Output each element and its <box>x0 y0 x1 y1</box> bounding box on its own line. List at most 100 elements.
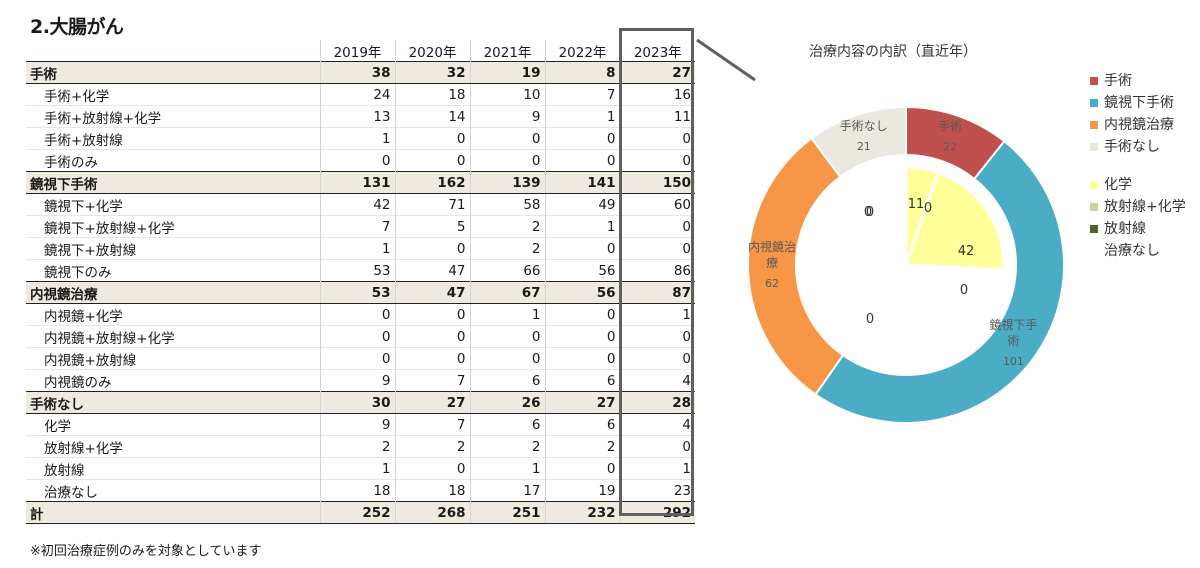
legend-swatch <box>1090 225 1098 233</box>
table-cell: 0 <box>469 127 545 150</box>
table-cell: 0 <box>544 303 620 326</box>
table-cell: 56 <box>544 281 620 304</box>
legend-swatch <box>1090 143 1098 151</box>
table-cell: 6 <box>469 369 545 392</box>
outer-slice <box>814 139 1065 424</box>
table-cell: 6 <box>544 413 620 436</box>
table-cell: 26 <box>469 391 545 414</box>
table-cell: 2 <box>469 237 545 260</box>
table-cell: 0 <box>394 237 470 260</box>
table-cell: 0 <box>544 149 620 172</box>
table-row: 放射線 1 0 1 0 1 <box>26 457 695 480</box>
table-cell: 47 <box>394 281 470 304</box>
table-cell: 2 <box>544 435 620 458</box>
legend-item: 放射線+化学 <box>1090 196 1186 218</box>
table-cell: 53 <box>319 259 395 282</box>
year-header: 2022年 <box>544 40 620 62</box>
row-label: 化学 <box>26 413 320 436</box>
table-cell: 232 <box>544 501 620 524</box>
legend-item: 化学 <box>1090 174 1186 196</box>
inner-value-label: 0 <box>866 312 874 327</box>
table-cell: 268 <box>394 501 470 524</box>
legend-swatch <box>1090 77 1098 85</box>
table-row: 手術のみ 0 0 0 0 0 <box>26 149 695 172</box>
table-row: 内視鏡のみ 9 7 6 6 4 <box>26 369 695 392</box>
table-cell: 0 <box>394 127 470 150</box>
row-label: 内視鏡治療 <box>26 281 320 304</box>
row-label: 放射線 <box>26 457 320 480</box>
table-group-row: 内視鏡治療 53 47 67 56 87 <box>26 281 695 304</box>
slice-name-label: 鏡視下手 <box>989 317 1037 332</box>
row-label: 手術なし <box>26 391 320 414</box>
table-cell: 9 <box>319 413 395 436</box>
legend-swatch <box>1090 99 1098 107</box>
legend-item: 手術なし <box>1090 136 1186 158</box>
footnote: ※初回治療症例のみを対象としています <box>30 544 262 559</box>
table-cell: 6 <box>469 413 545 436</box>
table-cell: 7 <box>544 83 620 106</box>
table-cell: 24 <box>319 83 395 106</box>
inner-value-label: 11 <box>908 197 925 212</box>
table-cell: 9 <box>319 369 395 392</box>
outer-slice <box>810 105 907 179</box>
year-header: 2019年 <box>319 40 395 62</box>
table-cell: 150 <box>619 171 695 194</box>
legend-swatch <box>1090 121 1098 129</box>
treatment-table: 2019年 2020年 2021年 2022年 2023年 手術 38 32 19 8 2… <box>26 40 695 524</box>
legend-item: 内視鏡治療 <box>1090 114 1186 136</box>
table-cell: 2 <box>394 435 470 458</box>
row-label: 手術のみ <box>26 149 320 172</box>
table-cell: 0 <box>319 303 395 326</box>
table-cell: 47 <box>394 259 470 282</box>
table-cell: 0 <box>319 347 395 370</box>
slice-name-label: 手術 <box>938 119 962 133</box>
table-cell: 0 <box>394 303 470 326</box>
table-cell: 0 <box>319 149 395 172</box>
table-row: 鏡視下+放射線 1 0 2 0 0 <box>26 237 695 260</box>
table-cell: 17 <box>469 479 545 502</box>
legend-item: 鏡視下手術 <box>1090 92 1186 114</box>
table-row: 治療なし 18 18 17 19 23 <box>26 479 695 502</box>
table-cell: 0 <box>394 347 470 370</box>
chart-title: 治療内容の内訳（直近年） <box>809 43 977 60</box>
table-cell: 1 <box>469 303 545 326</box>
inner-value-label: 0 <box>924 201 932 216</box>
legend-swatch <box>1090 181 1098 189</box>
table-row: 手術+放射線 1 0 0 0 0 <box>26 127 695 150</box>
callout-line <box>696 38 756 82</box>
year-header: 2021年 <box>469 40 545 62</box>
table-cell: 11 <box>619 105 695 128</box>
table-cell: 0 <box>394 457 470 480</box>
table-cell: 0 <box>544 347 620 370</box>
table-cell: 58 <box>469 193 545 216</box>
table-cell: 0 <box>469 347 545 370</box>
row-label: 内視鏡+放射線 <box>26 347 320 370</box>
table-row: 放射線+化学 2 2 2 2 0 <box>26 435 695 458</box>
row-label: 鏡視下+放射線+化学 <box>26 215 320 238</box>
table-cell: 6 <box>544 369 620 392</box>
row-label: 鏡視下+化学 <box>26 193 320 216</box>
slice-name-label: 術 <box>1007 334 1019 348</box>
table-header-row: 2019年 2020年 2021年 2022年 2023年 <box>26 40 695 62</box>
row-label: 鏡視下+放射線 <box>26 237 320 260</box>
table-cell: 18 <box>394 83 470 106</box>
table-cell: 28 <box>619 391 695 414</box>
legend-label: 放射線+化学 <box>1104 199 1186 215</box>
row-label: 手術+化学 <box>26 83 320 106</box>
table-cell: 141 <box>544 171 620 194</box>
table-row: 化学 9 7 6 6 4 <box>26 413 695 436</box>
table-cell: 1 <box>319 127 395 150</box>
table-cell: 2 <box>319 435 395 458</box>
page-title: 2.大腸がん <box>30 16 124 38</box>
row-label: 内視鏡+放射線+化学 <box>26 325 320 348</box>
table-cell: 7 <box>394 413 470 436</box>
table-cell: 42 <box>319 193 395 216</box>
table-cell: 9 <box>469 105 545 128</box>
table-cell: 56 <box>544 259 620 282</box>
chart-legend: 手術 鏡視下手術 内視鏡治療 手術なし 化学 放射線+化学 放射線 治療なし <box>1090 70 1186 262</box>
table-cell: 10 <box>469 83 545 106</box>
inner-value-label: 0 <box>864 205 872 220</box>
legend-label: 放射線 <box>1104 221 1146 237</box>
table-cell: 38 <box>319 61 395 84</box>
